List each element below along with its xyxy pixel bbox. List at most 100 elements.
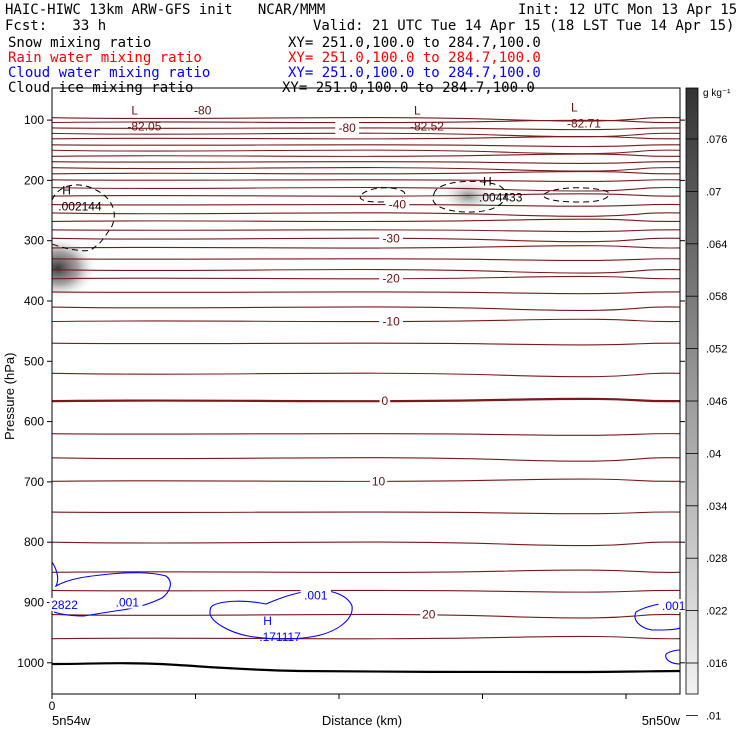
colorbar-label: .028 bbox=[706, 553, 727, 565]
cloud-water-label: 2822 bbox=[51, 598, 78, 612]
temperature-label: -30 bbox=[382, 231, 400, 245]
extremum-value: -82.52 bbox=[410, 119, 444, 133]
temperature-label-bg bbox=[379, 271, 404, 285]
temperature-contour bbox=[52, 342, 680, 346]
colorbar-label: .046 bbox=[706, 396, 727, 408]
temperature-contour bbox=[52, 170, 680, 175]
temperature-label-bg bbox=[369, 474, 388, 488]
colorbar-ramp bbox=[685, 87, 699, 695]
temperature-label: -80 bbox=[194, 103, 212, 117]
temperature-contour bbox=[52, 203, 680, 207]
y-tick-label: 400 bbox=[24, 294, 44, 308]
temperature-contour bbox=[52, 478, 680, 482]
ice-contour-left bbox=[52, 184, 115, 252]
cloud-water-label: .001 bbox=[662, 599, 686, 613]
temperature-contour bbox=[52, 291, 680, 295]
colorbar-label: .076 bbox=[706, 134, 727, 146]
colorbar-label: .052 bbox=[706, 344, 727, 356]
temperature-contour bbox=[52, 306, 680, 311]
temperature-label: 10 bbox=[372, 474, 386, 488]
y-tick-label: 1000 bbox=[17, 656, 44, 670]
temperature-contour bbox=[52, 541, 680, 547]
plot-frame bbox=[51, 87, 681, 695]
ice-contour-mid-large bbox=[432, 180, 507, 213]
field-xy-rain: XY= 251.0,100.0 to 284.7,100.0 bbox=[288, 50, 541, 66]
temperature-contour bbox=[52, 179, 680, 183]
y-tick-label: 300 bbox=[24, 234, 44, 248]
extremum-value: -82.71 bbox=[567, 116, 601, 130]
temperature-label-bg bbox=[379, 231, 404, 245]
temperature-label: -20 bbox=[382, 272, 400, 286]
cloud-water-label: .001 bbox=[304, 588, 328, 602]
y-tick-label: 900 bbox=[24, 596, 44, 610]
extremum-kind: L bbox=[131, 103, 138, 117]
temperature-contour bbox=[52, 149, 680, 155]
field-name-rain: Rain water mixing ratio bbox=[8, 50, 202, 66]
colorbar-unit: g kg⁻¹ bbox=[703, 88, 731, 99]
cloud-water-label-bg bbox=[300, 588, 331, 602]
temperature-contour bbox=[52, 397, 680, 403]
colorbar-label: .04 bbox=[706, 448, 721, 460]
extremum-kind: L bbox=[414, 103, 421, 117]
temperature-label: 20 bbox=[422, 608, 436, 622]
temperature-contour bbox=[52, 589, 680, 593]
temperature-contour bbox=[52, 186, 680, 192]
temperature-label: -40 bbox=[389, 198, 407, 212]
extremum-kind: H bbox=[62, 183, 71, 197]
cloud-water-contour-right bbox=[634, 601, 680, 631]
temperature-contour bbox=[52, 153, 680, 157]
temperature-contour bbox=[52, 193, 680, 197]
temperature-contour bbox=[52, 135, 680, 140]
cloud-water-contour-left bbox=[52, 561, 171, 617]
cloud-water-contour-small bbox=[665, 649, 680, 665]
temperature-contour bbox=[52, 119, 680, 124]
extremum-kind: H bbox=[263, 614, 272, 628]
temperature-contour bbox=[52, 144, 680, 148]
extremum-value: .002144 bbox=[58, 199, 102, 213]
x-axis: 0 bbox=[49, 694, 627, 713]
x-left-location: 5n54w bbox=[52, 713, 91, 728]
temperature-contour bbox=[52, 275, 680, 280]
y-tick-label: 200 bbox=[24, 173, 44, 187]
field-xy-snow: XY= 251.0,100.0 to 284.7,100.0 bbox=[288, 35, 541, 51]
extremum-value: -82.05 bbox=[127, 119, 161, 133]
temperature-contour bbox=[52, 457, 680, 462]
temperature-contour bbox=[52, 433, 680, 436]
y-axis-title: Pressure (hPa) bbox=[2, 353, 17, 440]
temperature-label-bg bbox=[379, 314, 404, 328]
temperature-contour bbox=[52, 511, 680, 515]
temperature-label-bg bbox=[190, 103, 215, 117]
temperature-label-bg bbox=[335, 120, 360, 134]
cloud-water-contours bbox=[52, 561, 680, 665]
x-tick-label: 0 bbox=[49, 699, 56, 713]
extremum-value: .004433 bbox=[479, 190, 523, 204]
temperature-label: -10 bbox=[382, 315, 400, 329]
temperature-contour bbox=[52, 245, 680, 249]
field-name-cloud-water: Cloud water mixing ratio bbox=[8, 65, 211, 81]
colorbar-label: .058 bbox=[706, 291, 727, 303]
extremum-kind: L bbox=[571, 100, 578, 114]
temperature-label-bg bbox=[420, 607, 438, 621]
colorbar-label: .01 bbox=[706, 710, 721, 722]
temperature-contour bbox=[52, 161, 680, 164]
temperature-contour bbox=[52, 132, 680, 138]
field-name-snow: Snow mixing ratio bbox=[8, 35, 152, 51]
cloud-water-contour-mid bbox=[209, 589, 353, 640]
temperature-contour bbox=[52, 318, 680, 323]
y-tick-label: 800 bbox=[24, 535, 44, 549]
y-tick-label: 600 bbox=[24, 415, 44, 429]
extremum-kind: H bbox=[483, 174, 492, 188]
temperature-contour bbox=[52, 116, 680, 122]
temperature-contour bbox=[52, 635, 680, 640]
temperature-contour bbox=[52, 229, 680, 233]
temperature-contour bbox=[52, 268, 680, 274]
extremum-value: .171117 bbox=[259, 630, 301, 644]
y-tick-label: 500 bbox=[24, 354, 44, 368]
model-title: HAIC-HIWC 13km ARW-GFS init NCAR/MMM bbox=[5, 2, 326, 18]
temperature-contour bbox=[52, 372, 680, 378]
temperature-contour bbox=[52, 212, 680, 217]
colorbar-label: .07 bbox=[706, 186, 721, 198]
temperature-label: 0 bbox=[381, 394, 388, 408]
temperature-contour bbox=[52, 613, 680, 619]
temperature-contour bbox=[52, 569, 680, 573]
